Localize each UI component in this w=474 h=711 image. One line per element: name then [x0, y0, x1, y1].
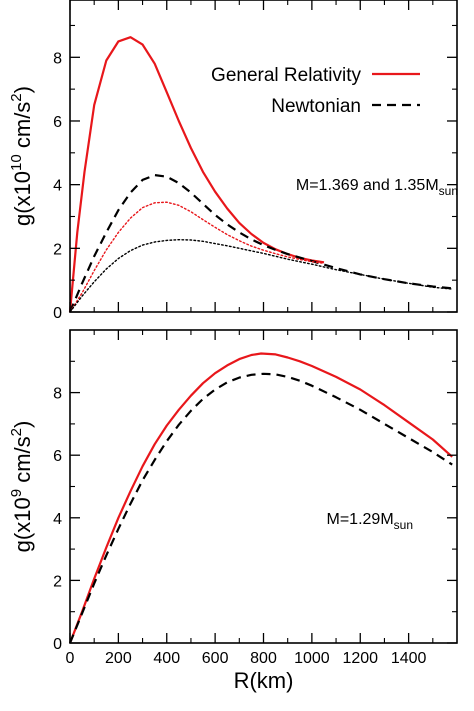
series-line-newtonian — [68, 174, 453, 313]
y-tick-label: 6 — [53, 448, 62, 465]
series-group — [68, 36, 453, 313]
y-tick-label: 4 — [53, 511, 62, 528]
y-tick-label: 2 — [53, 573, 62, 590]
y-tick-label: 0 — [53, 636, 62, 653]
x-tick-label: 200 — [105, 650, 132, 667]
series-line-newtonian-dotted — [69, 238, 453, 313]
y-tick-label: 6 — [53, 114, 62, 131]
y-tick-label: 0 — [53, 305, 62, 322]
series-line-newtonian — [68, 372, 453, 644]
bottom-panel: 0 200 400 600 800 1000 1200 1400 0 2 4 6 8 g(x109 cm/… — [8, 329, 458, 693]
x-tick-label: 800 — [250, 650, 277, 667]
plot-frame — [69, 329, 458, 644]
mass-annotation: M=1.369 and 1.35Msun — [296, 177, 458, 198]
series-line-gr-dotted — [69, 201, 325, 313]
x-tick-label: 400 — [153, 650, 180, 667]
y-tick-label: 8 — [53, 386, 62, 403]
x-tick-label: 0 — [66, 650, 75, 667]
top-panel: 0 2 4 6 8 g(x1010 cm/s2) General Relativity New… — [8, 0, 458, 322]
mass-annotation: M=1.29Msun — [327, 511, 414, 532]
legend-label: Newtonian — [271, 96, 361, 117]
series-line-gr — [68, 36, 325, 313]
y-axis-title: g(x109 cm/s2) — [8, 421, 35, 553]
legend: General Relativity Newtonian — [211, 65, 420, 117]
series-line-gr — [68, 352, 453, 644]
x-axis-title: R(km) — [234, 668, 294, 693]
series-group — [68, 352, 453, 644]
x-tick-label: 1200 — [342, 650, 378, 667]
legend-label: General Relativity — [211, 65, 361, 86]
x-tick-label: 1000 — [294, 650, 330, 667]
y-tick-label: 4 — [53, 178, 62, 195]
plot-frame — [69, 0, 458, 313]
y-axis-title: g(x1010 cm/s2) — [8, 86, 35, 226]
x-tick-label: 600 — [202, 650, 229, 667]
x-tick-label: 1400 — [391, 650, 427, 667]
y-tick-label: 2 — [53, 241, 62, 258]
y-tick-label: 8 — [53, 50, 62, 67]
